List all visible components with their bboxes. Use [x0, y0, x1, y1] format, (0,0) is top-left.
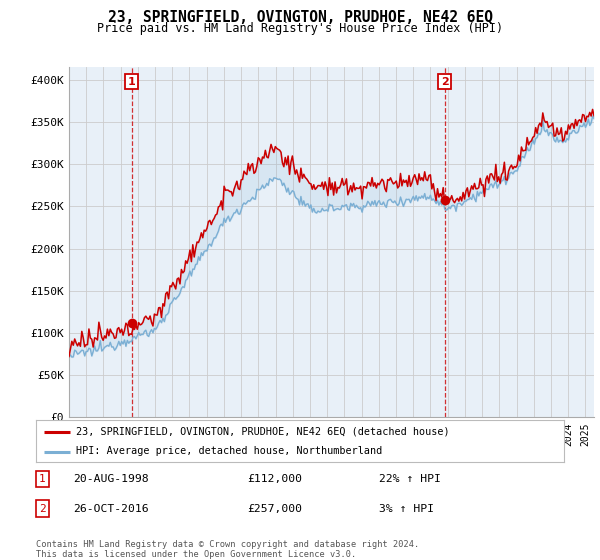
Text: 26-OCT-2016: 26-OCT-2016	[73, 503, 149, 514]
Text: 23, SPRINGFIELD, OVINGTON, PRUDHOE, NE42 6EQ: 23, SPRINGFIELD, OVINGTON, PRUDHOE, NE42…	[107, 10, 493, 25]
Text: £257,000: £257,000	[247, 503, 302, 514]
Text: 1: 1	[128, 77, 136, 87]
Text: 2: 2	[441, 77, 448, 87]
Text: 2: 2	[39, 503, 46, 514]
Text: Contains HM Land Registry data © Crown copyright and database right 2024.
This d: Contains HM Land Registry data © Crown c…	[36, 540, 419, 559]
Text: 1: 1	[39, 474, 46, 484]
Text: 23, SPRINGFIELD, OVINGTON, PRUDHOE, NE42 6EQ (detached house): 23, SPRINGFIELD, OVINGTON, PRUDHOE, NE42…	[76, 427, 449, 437]
Text: Price paid vs. HM Land Registry's House Price Index (HPI): Price paid vs. HM Land Registry's House …	[97, 22, 503, 35]
Text: HPI: Average price, detached house, Northumberland: HPI: Average price, detached house, Nort…	[76, 446, 382, 456]
Text: £112,000: £112,000	[247, 474, 302, 484]
Text: 20-AUG-1998: 20-AUG-1998	[73, 474, 149, 484]
Text: 3% ↑ HPI: 3% ↑ HPI	[379, 503, 434, 514]
Text: 22% ↑ HPI: 22% ↑ HPI	[379, 474, 441, 484]
